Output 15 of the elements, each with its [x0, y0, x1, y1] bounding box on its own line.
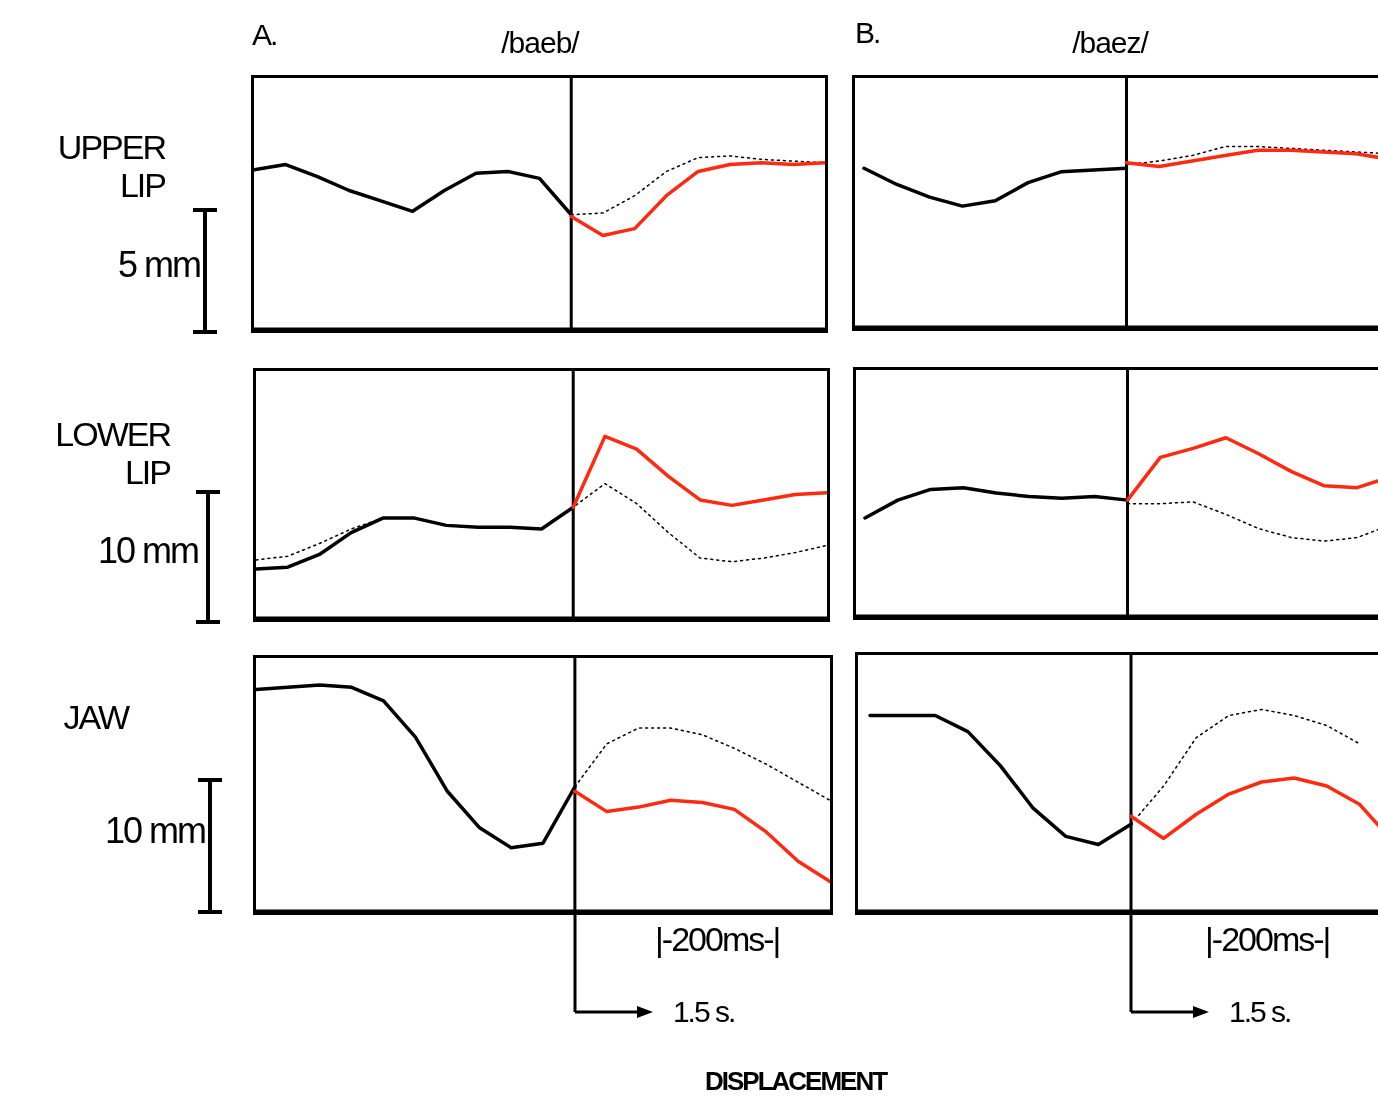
text: |-200ms-|	[655, 920, 780, 959]
text: B.	[855, 16, 880, 50]
y-axis-title: LOWER LIP	[54, 415, 170, 491]
text: 10 mm	[98, 530, 199, 572]
text: A.	[252, 18, 277, 52]
y-axis-title: JAW	[62, 698, 128, 736]
text: 10 mm	[105, 810, 206, 852]
text: 5 mm	[118, 244, 200, 286]
text: 1.5 s.	[672, 995, 735, 1028]
text: DISPLACEMENT	[705, 1066, 887, 1097]
chart-title: /baeb/	[500, 26, 581, 60]
chart-title: /baez/	[1071, 26, 1150, 60]
text: |-200ms-|	[1205, 920, 1330, 959]
y-axis-title: UPPER LIP	[56, 128, 165, 204]
text: 1.5 s.	[1229, 995, 1291, 1028]
